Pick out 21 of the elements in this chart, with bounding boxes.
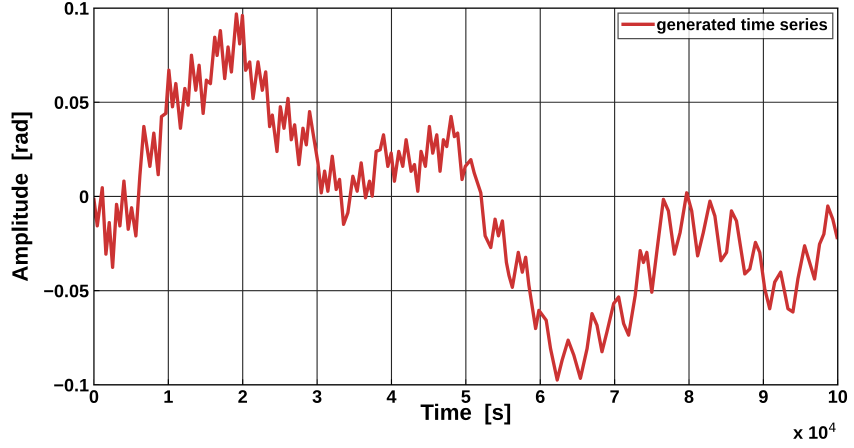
y-tick-label: 0.05 (54, 96, 89, 109)
line-series (94, 12, 838, 382)
text: x 10$^{4}$ (793, 422, 836, 439)
y-tick-label: −0.05 (44, 284, 89, 298)
x-tick-label: 10 (828, 390, 848, 403)
x-tick-label: 0 (90, 390, 98, 403)
x-tick-label: 9 (758, 390, 768, 403)
legend-label: generated time series (657, 18, 828, 34)
x-tick-label: 1 (164, 390, 173, 403)
x-axis-title: Time [s] (420, 404, 510, 424)
x-tick-label: 5 (461, 390, 470, 403)
y-tick-label: 0.1 (64, 2, 89, 15)
x-tick-label: 3 (312, 390, 322, 403)
y-tick-label: 0 (80, 190, 88, 204)
x-tick-label: 8 (684, 390, 694, 403)
x-tick-label: 6 (536, 390, 545, 403)
y-tick-label: −0.1 (54, 378, 89, 392)
x-tick-label: 7 (610, 390, 619, 403)
y-axis-title: Amplitude [rad] (12, 112, 32, 282)
x-tick-label: 4 (386, 390, 396, 403)
x-tick-label: 2 (238, 390, 248, 403)
